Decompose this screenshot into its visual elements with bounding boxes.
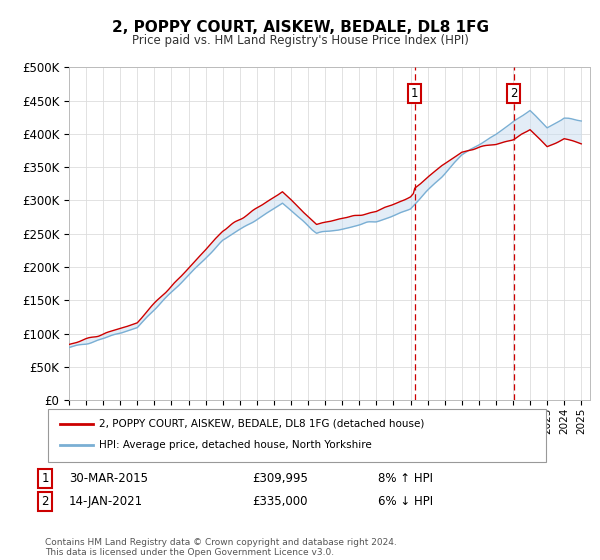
Text: Contains HM Land Registry data © Crown copyright and database right 2024.
This d: Contains HM Land Registry data © Crown c… xyxy=(45,538,397,557)
Text: 6% ↓ HPI: 6% ↓ HPI xyxy=(378,494,433,508)
Text: £335,000: £335,000 xyxy=(252,494,308,508)
Text: 1: 1 xyxy=(41,472,49,486)
Text: Price paid vs. HM Land Registry's House Price Index (HPI): Price paid vs. HM Land Registry's House … xyxy=(131,34,469,46)
Text: 2, POPPY COURT, AISKEW, BEDALE, DL8 1FG (detached house): 2, POPPY COURT, AISKEW, BEDALE, DL8 1FG … xyxy=(99,419,424,429)
Text: 1: 1 xyxy=(411,87,418,100)
Text: 30-MAR-2015: 30-MAR-2015 xyxy=(69,472,148,486)
Text: 2: 2 xyxy=(41,494,49,508)
Text: 14-JAN-2021: 14-JAN-2021 xyxy=(69,494,143,508)
Text: 2: 2 xyxy=(510,87,517,100)
Text: 8% ↑ HPI: 8% ↑ HPI xyxy=(378,472,433,486)
Text: 2, POPPY COURT, AISKEW, BEDALE, DL8 1FG: 2, POPPY COURT, AISKEW, BEDALE, DL8 1FG xyxy=(112,20,488,35)
Text: HPI: Average price, detached house, North Yorkshire: HPI: Average price, detached house, Nort… xyxy=(99,440,372,450)
Text: £309,995: £309,995 xyxy=(252,472,308,486)
